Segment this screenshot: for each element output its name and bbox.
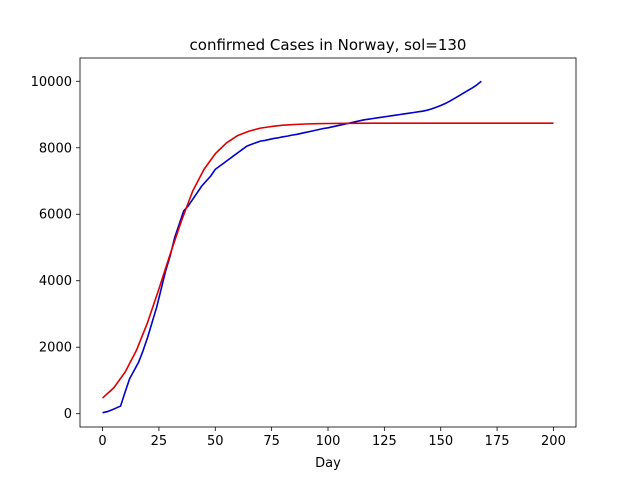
x-tick-label: 25 xyxy=(151,434,168,449)
x-tick-label: 200 xyxy=(541,434,566,449)
y-tick-label: 6000 xyxy=(39,208,72,223)
series-line-0 xyxy=(102,80,482,414)
x-tick-label: 0 xyxy=(98,434,106,449)
y-tick-label: 4000 xyxy=(39,274,72,289)
y-tick-label: 2000 xyxy=(39,341,72,356)
y-tick-label: 0 xyxy=(64,407,72,422)
x-tick-label: 50 xyxy=(207,434,224,449)
chart-title: confirmed Cases in Norway, sol=130 xyxy=(190,36,467,54)
series-layer xyxy=(102,80,554,414)
y-tick-label: 10000 xyxy=(31,75,72,90)
x-tick-label: 100 xyxy=(316,434,341,449)
x-tick-label: 125 xyxy=(372,434,397,449)
x-axis-label: Day xyxy=(315,456,341,471)
series-line-1 xyxy=(102,122,554,399)
x-tick-label: 75 xyxy=(263,434,280,449)
x-tick-label: 150 xyxy=(428,434,453,449)
plot-frame xyxy=(79,57,577,428)
x-tick-label: 175 xyxy=(485,434,510,449)
ticks-layer: 0 25 50 75 100 125 150 175 200020004000600080001… xyxy=(31,75,566,449)
y-tick-label: 8000 xyxy=(39,141,72,156)
